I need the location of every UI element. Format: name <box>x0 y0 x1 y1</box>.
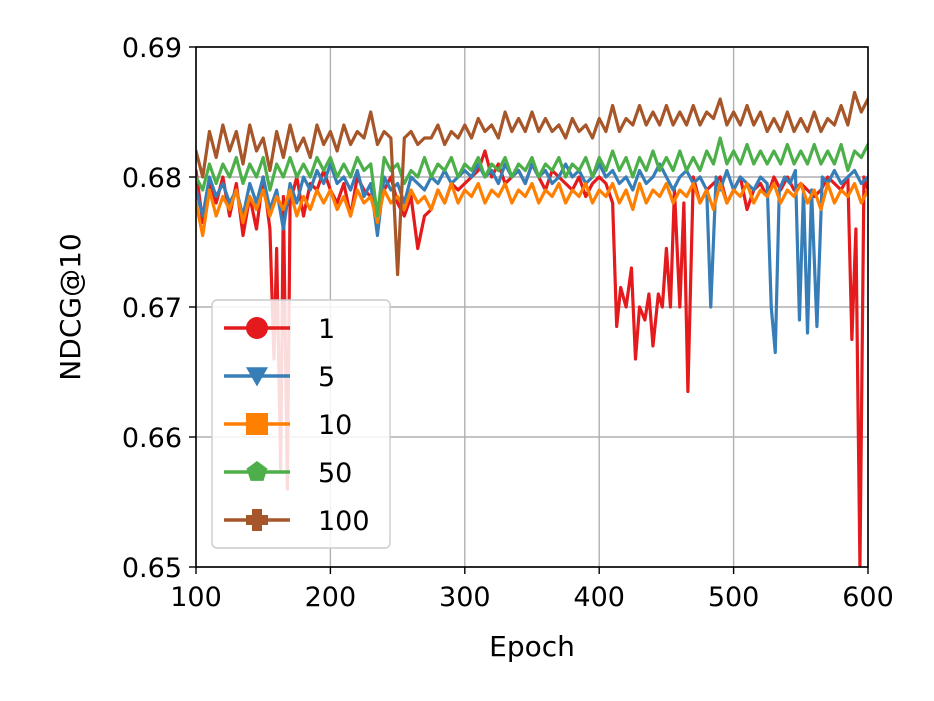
x-tick-label: 600 <box>842 582 894 613</box>
legend-label: 1 <box>318 314 335 345</box>
legend-marker-triangle-down <box>246 367 268 387</box>
legend-label: 100 <box>318 506 370 537</box>
legend-entry: 50 <box>224 458 352 489</box>
series-line-10 <box>196 181 868 238</box>
series-lines <box>196 90 868 567</box>
legend-label: 10 <box>318 410 352 441</box>
y-axis-ticks: 0.65 0.66 0.67 0.68 0.69 <box>122 33 196 584</box>
plot-area <box>196 90 868 567</box>
legend: 1 5 10 50 100 <box>211 299 391 549</box>
x-tick-label: 400 <box>573 582 625 613</box>
legend-marker-pentagon <box>246 461 268 481</box>
x-tick-label: 100 <box>170 582 222 613</box>
x-tick-label: 500 <box>708 582 760 613</box>
series-line-100 <box>196 90 868 277</box>
legend-entry: 10 <box>224 410 352 441</box>
x-axis-ticks: 100 200 300 400 500 600 <box>170 567 894 613</box>
y-axis-label: NDCG@10 <box>54 233 87 380</box>
y-tick-label: 0.68 <box>122 163 182 194</box>
legend-entry: 1 <box>224 314 335 345</box>
legend-entry: 100 <box>224 506 370 537</box>
y-tick-label: 0.69 <box>122 33 182 64</box>
legend-box <box>211 299 391 549</box>
legend-label: 5 <box>318 362 335 393</box>
y-tick-label: 0.65 <box>122 553 182 584</box>
legend-marker-circle <box>246 317 268 339</box>
x-tick-label: 300 <box>439 582 491 613</box>
y-tick-label: 0.66 <box>122 423 182 454</box>
legend-marker-plus-filled <box>246 509 268 531</box>
x-axis-label: Epoch <box>489 630 575 663</box>
x-tick-label: 200 <box>305 582 357 613</box>
legend-marker-square <box>246 413 268 435</box>
legend-entry: 5 <box>224 362 335 393</box>
series-line-50 <box>196 136 868 218</box>
legend-label: 50 <box>318 458 352 489</box>
series-line-5 <box>196 162 868 355</box>
y-tick-label: 0.67 <box>122 293 182 324</box>
